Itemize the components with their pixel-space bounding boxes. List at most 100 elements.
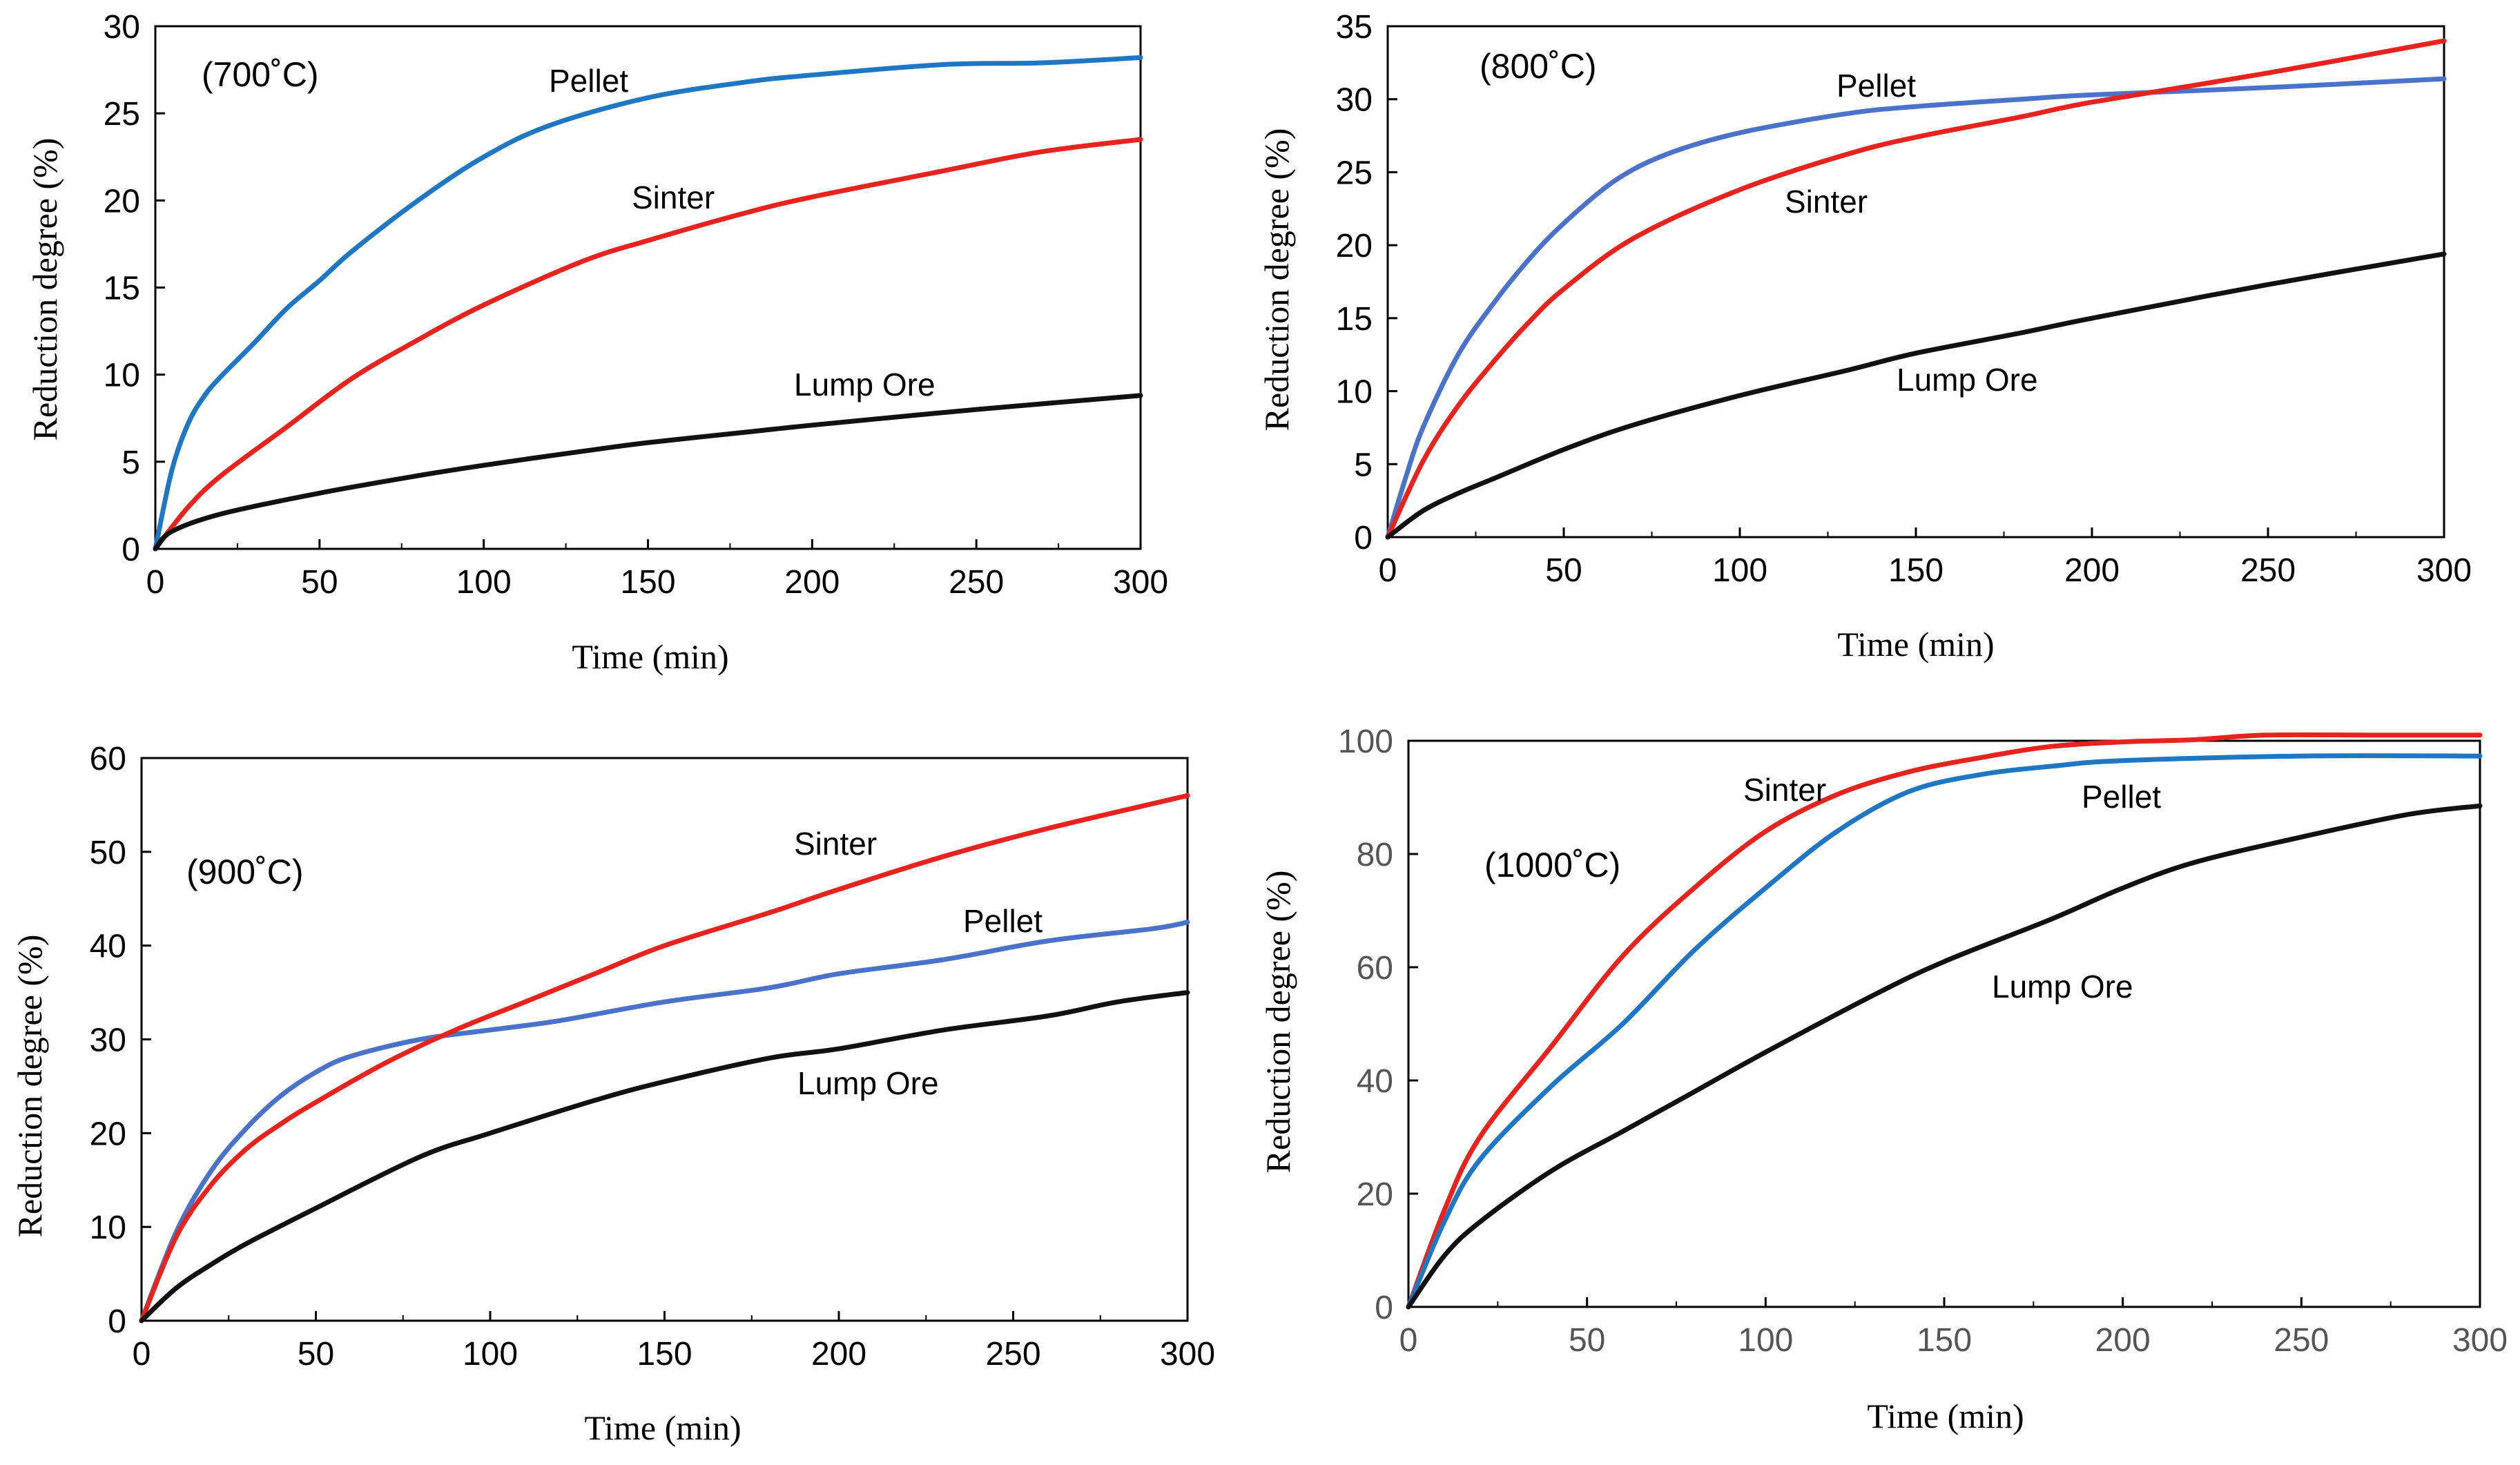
y-tick-label: 0	[1375, 1290, 1393, 1326]
series-label-lump-ore: Lump Ore	[1992, 969, 2133, 1005]
y-tick-label: 25	[104, 96, 140, 133]
series-label-lump-ore: Lump Ore	[794, 367, 936, 402]
y-ticks: 0 10 20 30 40 50 60	[90, 741, 151, 1340]
y-tick-label: 20	[104, 183, 140, 220]
panel-label: (700˚C)	[202, 55, 318, 94]
panel-label: (800˚C)	[1480, 47, 1596, 86]
series-line-lump-ore	[153, 393, 1143, 552]
x-tick-label: 200	[2095, 1322, 2151, 1359]
series-label-sinter: Sinter	[1785, 184, 1868, 220]
y-tick-label: 30	[1336, 82, 1373, 119]
x-tick-label: 150	[637, 1336, 692, 1372]
y-tick-label: 40	[1357, 1063, 1393, 1100]
x-axis-label: Time (min)	[572, 637, 728, 676]
y-axis-label: Reduction degree (%)	[10, 935, 49, 1238]
x-tick-label: 300	[1113, 564, 1168, 601]
x-tick-label: 50	[1545, 552, 1582, 589]
y-tick-label: 25	[1336, 155, 1373, 191]
series-label-lump-ore: Lump Ore	[1897, 362, 2038, 398]
x-tick-label: 0	[1399, 1322, 1418, 1359]
series-lines	[139, 793, 1190, 1323]
series-line-sinter	[1406, 732, 2483, 1310]
y-axis-label: Reduction degree (%)	[26, 138, 64, 441]
x-axis-label: Time (min)	[584, 1408, 741, 1447]
y-tick-label: 30	[104, 9, 140, 46]
series-lines	[153, 55, 1143, 552]
plot-area	[154, 25, 1142, 550]
x-tick-label: 250	[985, 1336, 1040, 1372]
y-tick-label: 15	[1336, 301, 1373, 338]
series-label-lump-ore: Lump Ore	[797, 1065, 939, 1101]
x-tick-label: 50	[1569, 1322, 1605, 1359]
series-label-pellet: Pellet	[1836, 68, 1916, 104]
series-line-pellet	[1406, 753, 2483, 1310]
x-tick-label: 0	[133, 1336, 151, 1372]
y-ticks: 0 5 10 15 20 25 30	[104, 9, 165, 568]
x-tick-label: 300	[2416, 552, 2472, 589]
x-ticks: 0 50 100 150 200 250 300	[133, 1311, 1215, 1372]
x-axis-label: Time (min)	[1837, 625, 1994, 663]
y-tick-label: 10	[90, 1210, 126, 1246]
panel-800c: 0 50 100 150 200 250 300 0 5 10 15 20 25 30 35 (800˚C…	[1257, 9, 2472, 663]
series-line-pellet	[139, 920, 1190, 1323]
x-tick-label: 100	[1738, 1322, 1793, 1359]
x-tick-label: 200	[811, 1336, 866, 1372]
plot-frame	[154, 25, 1142, 550]
panel-900c: 0 50 100 150 200 250 300 0 10 20 30 40 50 60 (900˚C)…	[10, 741, 1215, 1447]
y-tick-label: 30	[90, 1022, 126, 1059]
x-ticks: 0 50 100 150 200 250 300	[1379, 527, 2472, 589]
x-tick-label: 300	[2452, 1322, 2508, 1359]
x-tick-label: 150	[1917, 1322, 1972, 1359]
series-line-lump-ore	[1406, 803, 2483, 1310]
series-line-sinter	[153, 137, 1143, 552]
x-tick-label: 300	[1160, 1336, 1215, 1372]
y-tick-label: 5	[122, 445, 140, 481]
x-ticks: 0 50 100 150 200 250 300	[146, 539, 1168, 601]
x-tick-label: 100	[1712, 552, 1767, 589]
x-tick-label: 150	[620, 564, 675, 601]
plot-frame	[140, 757, 1189, 1322]
x-tick-label: 200	[784, 564, 840, 601]
y-tick-label: 15	[104, 271, 140, 307]
y-tick-label: 10	[1336, 374, 1373, 411]
y-tick-label: 80	[1357, 837, 1393, 873]
series-line-lump-ore	[139, 990, 1190, 1323]
y-tick-label: 100	[1338, 724, 1393, 760]
x-tick-label: 250	[949, 564, 1004, 601]
panel-1000c: 0 50 100 150 200 250 300 0 20 40 60 80 100 (1000˚C)…	[1259, 724, 2508, 1435]
series-line-sinter	[139, 793, 1190, 1323]
series-line-lump-ore	[1385, 251, 2447, 540]
y-axis-label: Reduction degree (%)	[1257, 128, 1296, 431]
x-axis-label: Time (min)	[1867, 1397, 2024, 1435]
series-label-sinter: Sinter	[1743, 772, 1826, 808]
x-tick-label: 250	[2274, 1322, 2329, 1359]
plot-area	[140, 757, 1189, 1322]
y-tick-label: 0	[122, 532, 140, 568]
series-label-sinter: Sinter	[794, 826, 877, 862]
y-tick-label: 50	[90, 835, 126, 871]
y-tick-label: 10	[104, 358, 140, 394]
series-label-sinter: Sinter	[632, 180, 715, 215]
series-line-pellet	[1385, 76, 2447, 540]
y-tick-label: 20	[1336, 228, 1373, 264]
y-ticks: 0 20 40 60 80 100	[1338, 724, 1418, 1326]
y-tick-label: 35	[1336, 9, 1373, 46]
x-tick-label: 0	[1379, 552, 1397, 589]
series-label-pellet: Pellet	[2082, 779, 2161, 815]
series-lines	[1385, 38, 2447, 540]
panel-label: (900˚C)	[186, 853, 303, 891]
y-tick-label: 20	[90, 1116, 126, 1152]
y-tick-label: 5	[1354, 447, 1373, 483]
series-label-pellet: Pellet	[549, 63, 628, 99]
x-tick-label: 50	[298, 1336, 334, 1372]
x-tick-label: 250	[2240, 552, 2296, 589]
series-label-pellet: Pellet	[963, 903, 1043, 939]
y-tick-label: 40	[90, 929, 126, 965]
y-tick-label: 60	[90, 741, 126, 777]
x-tick-label: 100	[456, 564, 512, 601]
y-tick-label: 0	[108, 1303, 126, 1340]
y-tick-label: 20	[1357, 1176, 1393, 1213]
x-tick-label: 0	[146, 564, 165, 601]
x-tick-label: 150	[1888, 552, 1944, 589]
